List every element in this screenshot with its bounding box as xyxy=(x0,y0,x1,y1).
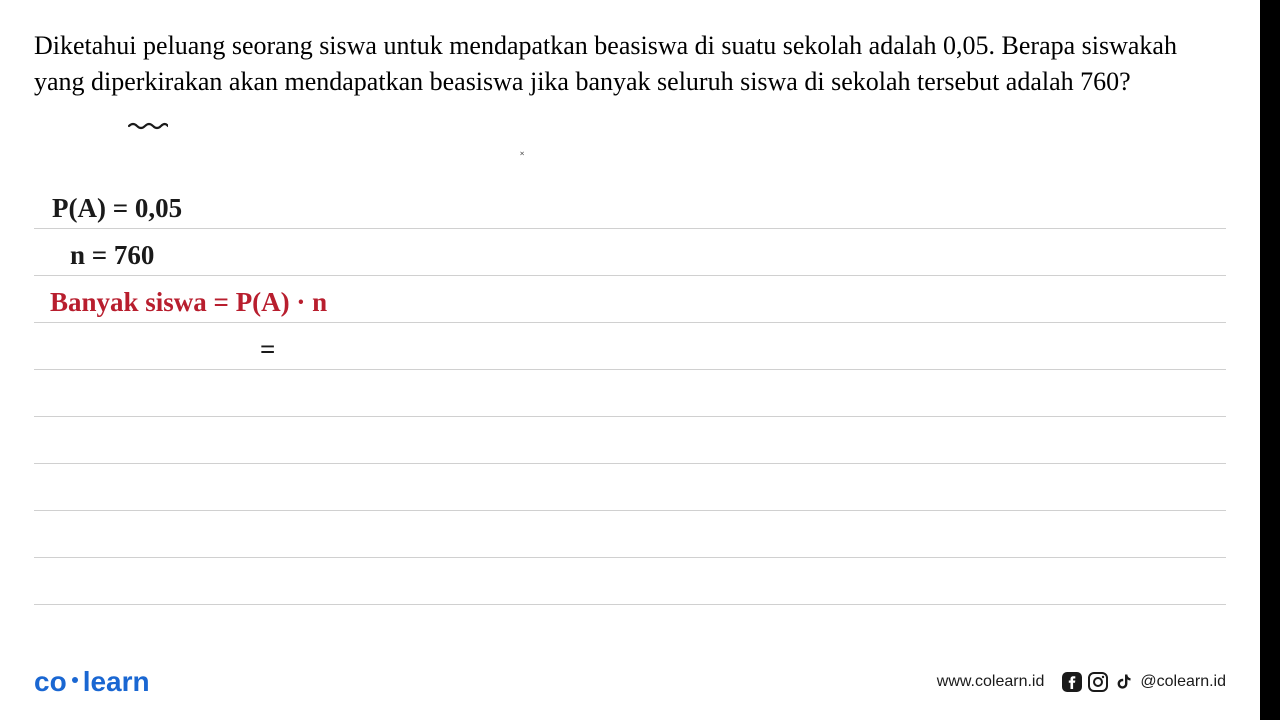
ruled-line: = xyxy=(34,323,1226,370)
social-handle: @colearn.id xyxy=(1140,673,1226,691)
logo-co: co xyxy=(34,666,67,698)
ruled-line xyxy=(34,417,1226,464)
page: Diketahui peluang seorang siswa untuk me… xyxy=(0,0,1260,720)
brand-logo: co learn xyxy=(34,666,150,698)
ruled-line xyxy=(34,370,1226,417)
question-text: Diketahui peluang seorang siswa untuk me… xyxy=(34,28,1226,100)
right-black-edge xyxy=(1260,0,1280,720)
handwriting-line-4: = xyxy=(260,334,275,365)
stray-mark: ˟ xyxy=(520,150,524,162)
ruled-line: P(A) = 0,05 xyxy=(34,182,1226,229)
ruled-line: n = 760 xyxy=(34,229,1226,276)
logo-learn: learn xyxy=(83,666,150,698)
ruled-line xyxy=(34,464,1226,511)
facebook-icon xyxy=(1062,672,1082,692)
logo-dot xyxy=(72,677,78,683)
handwriting-line-2: n = 760 xyxy=(70,240,154,271)
tiktok-icon xyxy=(1114,672,1134,692)
ruled-paper: P(A) = 0,05 n = 760 Banyak siswa = P(A) … xyxy=(34,182,1226,605)
ruled-line: Banyak siswa = P(A) · n xyxy=(34,276,1226,323)
footer: co learn www.colearn.id @colearn.id xyxy=(34,666,1226,698)
social-group: @colearn.id xyxy=(1062,672,1226,692)
ruled-line xyxy=(34,558,1226,605)
footer-right: www.colearn.id @colearn.id xyxy=(937,672,1226,692)
website-url: www.colearn.id xyxy=(937,673,1045,691)
handwriting-line-1: P(A) = 0,05 xyxy=(52,193,182,224)
instagram-icon xyxy=(1088,672,1108,692)
underline-squiggle xyxy=(128,122,168,132)
ruled-line xyxy=(34,511,1226,558)
handwriting-line-3: Banyak siswa = P(A) · n xyxy=(50,287,327,318)
